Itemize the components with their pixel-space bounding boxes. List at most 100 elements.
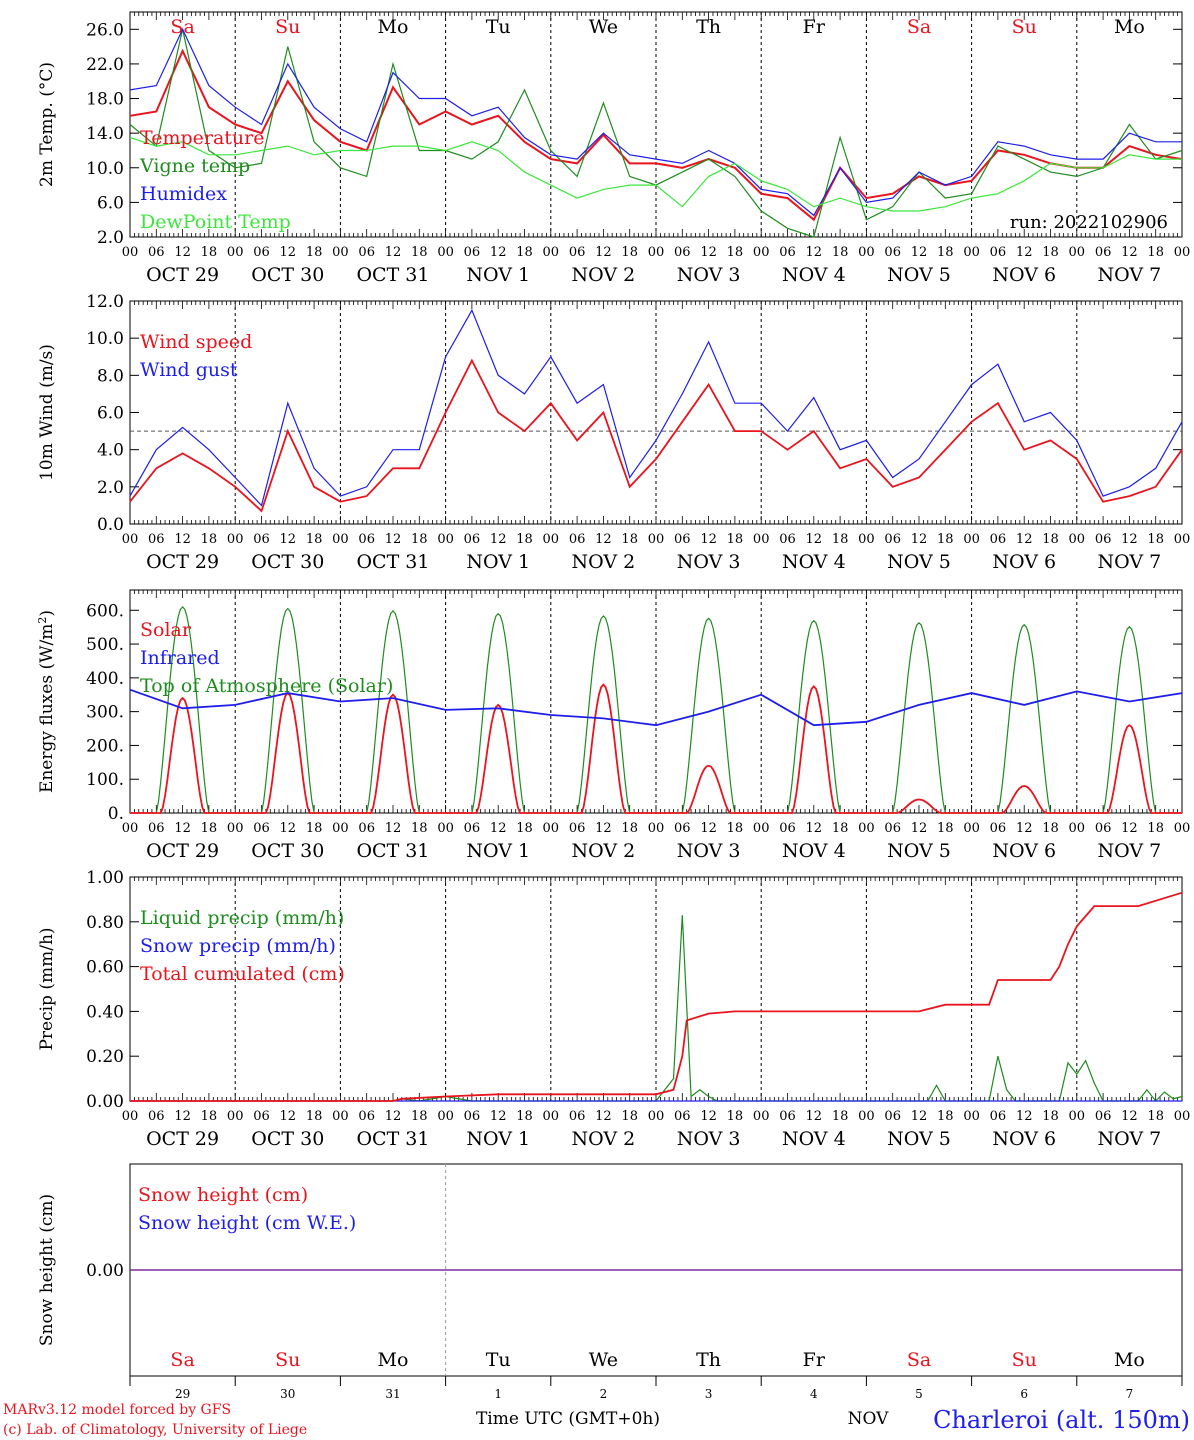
hour-label: 00 [122,1109,139,1124]
date-label: OCT 29 [146,1128,219,1150]
y-axis-label: Energy fluxes (W/m2) [36,610,58,793]
hour-label: 00 [227,1109,244,1124]
date-label: NOV 6 [992,840,1056,862]
day-number: 6 [1020,1387,1028,1401]
date-label: OCT 31 [356,840,429,862]
hour-label: 06 [464,1109,481,1124]
hour-label: 18 [1147,821,1164,836]
series-line [129,136,1182,212]
hour-label: 18 [727,1109,744,1124]
hour-label: 00 [858,532,875,547]
y-tick-label: 0.40 [86,1002,124,1022]
hour-label: 00 [963,1109,980,1124]
time-axis-title: Time UTC (GMT+0h) [476,1409,660,1429]
series-line [129,358,1183,513]
hour-label: 06 [253,532,270,547]
y-tick-label: 0.0 [97,515,124,535]
hour-label: 00 [543,821,560,836]
hour-label: 12 [911,821,928,836]
y-tick-label: 1.00 [86,868,124,888]
hour-label: 12 [595,1109,612,1124]
hour-label: 12 [280,821,297,836]
date-label: NOV 1 [466,1128,530,1150]
hour-label: 18 [937,821,954,836]
hour-label: 06 [1095,532,1112,547]
day-number: 2 [600,1387,608,1401]
hour-label: 06 [884,821,901,836]
hour-label: 12 [700,821,717,836]
hour-label: 12 [174,532,191,547]
y-tick-label: 0.00 [86,1261,124,1281]
hour-label: 18 [306,821,323,836]
hour-label: 12 [1016,1109,1033,1124]
hour-label: 06 [779,821,796,836]
date-label: OCT 29 [146,551,219,573]
day-name: Sa [907,16,931,38]
hour-label: 12 [1121,1109,1138,1124]
panel-5: 0.00 Snow height (cm) Snow height (cm) Snow… [37,1163,1183,1401]
date-label: NOV 6 [992,551,1056,573]
plot-frame [129,11,1183,238]
date-label: NOV 7 [1098,264,1162,286]
hour-label: 18 [1042,532,1059,547]
day-name: Th [696,1349,721,1371]
day-name: Su [1012,16,1037,38]
hour-label: 06 [358,821,375,836]
y-tick-label: 6.0 [97,193,124,213]
hour-label: 18 [516,245,533,260]
date-label: NOV 2 [572,551,636,573]
hour-label: 00 [227,245,244,260]
hour-label: 12 [911,245,928,260]
y-tick-label: 10.0 [86,159,124,179]
hour-label: 18 [306,245,323,260]
hour-label: 00 [122,245,139,260]
hour-label: 06 [990,821,1007,836]
panel-4: 0.00 0.20 0.40 0.60 0.80 1.00 Precip (mm/h) 00 0… [37,868,1190,1150]
hour-label: 18 [306,1109,323,1124]
hour-label: 06 [779,532,796,547]
hour-label: 18 [832,532,849,547]
hour-label: 12 [595,821,612,836]
hour-label: 12 [174,1109,191,1124]
day-name: We [589,1349,618,1371]
toa-curve [656,617,762,814]
hour-label: 18 [937,245,954,260]
hour-label: 18 [411,532,428,547]
legend-entry: Snow height (cm W.E.) [138,1212,356,1234]
day-number: 29 [175,1387,190,1401]
date-label: NOV 5 [887,264,951,286]
hour-label: 06 [779,1109,796,1124]
hour-label: 12 [385,245,402,260]
hour-label: 18 [832,1109,849,1124]
hour-label: 00 [858,1109,875,1124]
date-label: NOV 5 [887,840,951,862]
hour-label: 18 [201,532,218,547]
hour-label: 00 [332,821,349,836]
hour-label: 12 [1016,532,1033,547]
hour-label: 12 [490,1109,507,1124]
hour-label: 00 [332,245,349,260]
date-label: NOV 7 [1098,1128,1162,1150]
day-name: Su [275,1349,300,1371]
y-axis-label: Precip (mm/h) [37,927,57,1050]
hour-label: 00 [227,821,244,836]
y-tick-label: 14.0 [86,124,124,144]
hour-label: 06 [674,245,691,260]
solar-curve [550,683,656,814]
date-label: OCT 31 [356,1128,429,1150]
date-label: NOV 6 [992,264,1056,286]
hour-label: 12 [1121,532,1138,547]
hour-label: 00 [543,245,560,260]
y-tick-label: 500. [86,635,124,655]
hour-label: 18 [516,821,533,836]
hour-label: 18 [621,532,638,547]
date-label: NOV 7 [1098,840,1162,862]
hour-label: 18 [1042,245,1059,260]
date-label: NOV 1 [466,264,530,286]
date-label: NOV 3 [677,551,741,573]
y-tick-label: 6.0 [97,404,124,424]
hour-label: 00 [753,1109,770,1124]
series-line [129,27,1182,217]
hour-label: 18 [832,245,849,260]
